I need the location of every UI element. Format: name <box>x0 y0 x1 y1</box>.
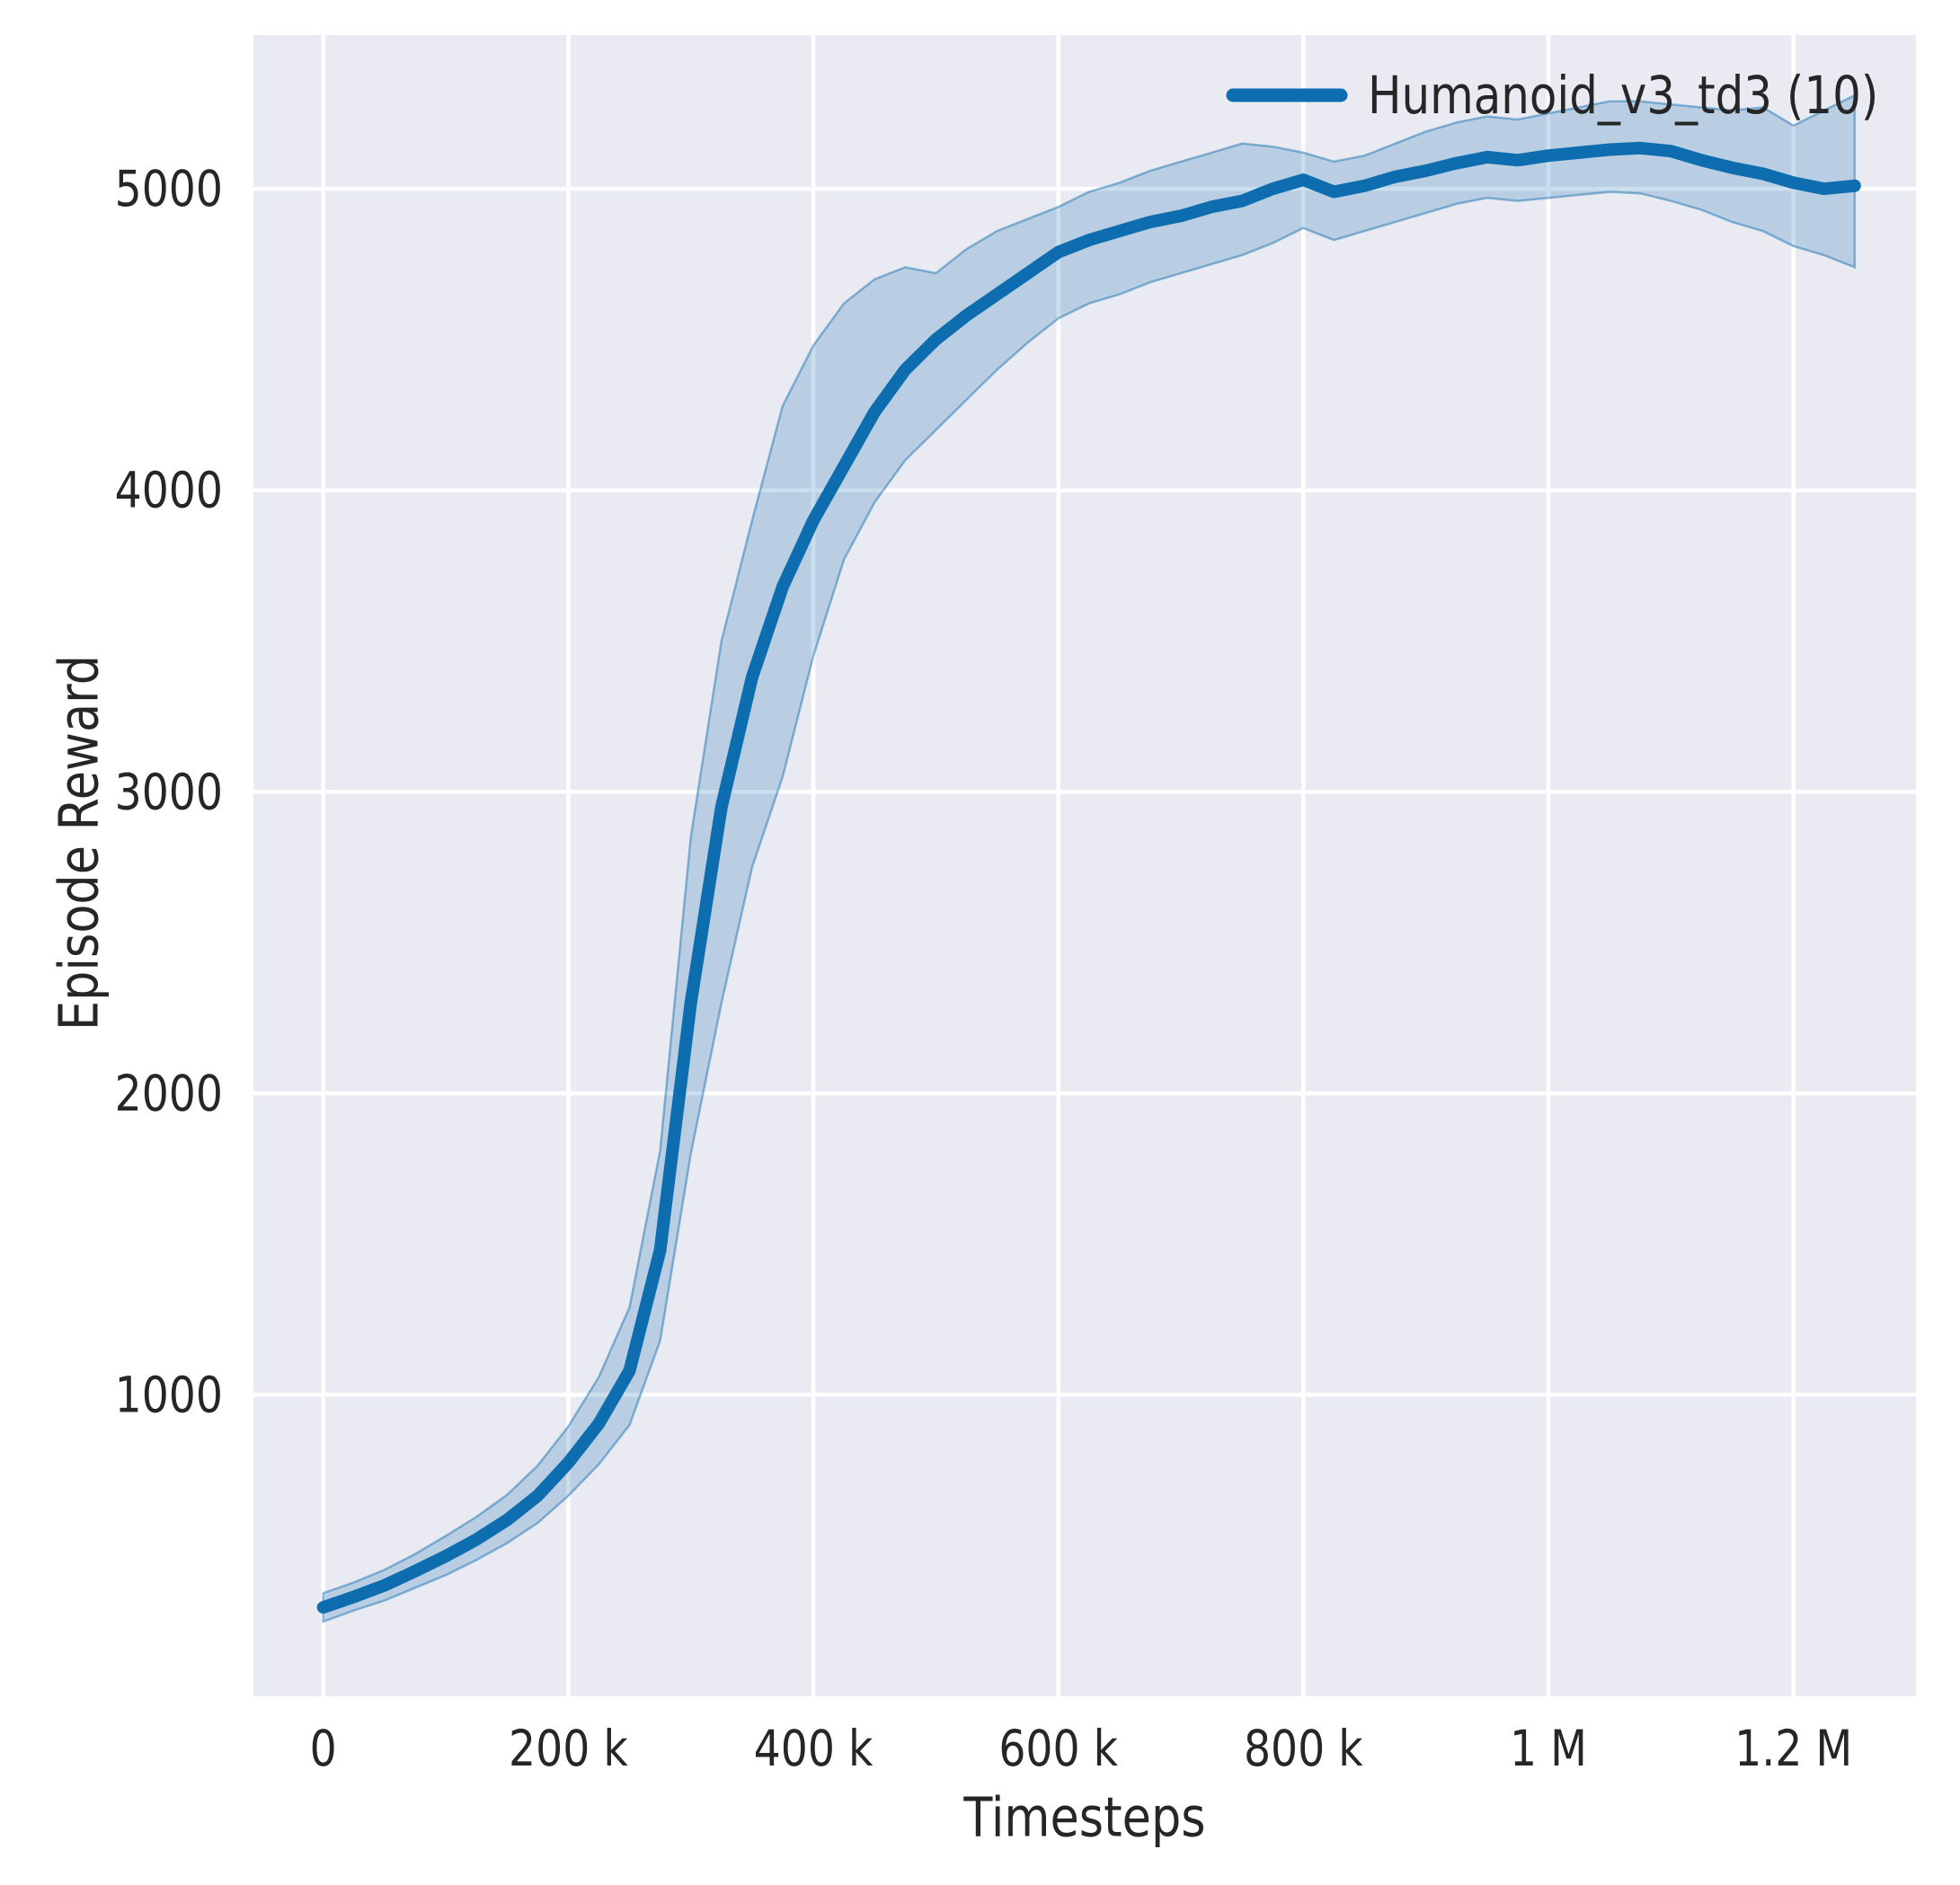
x-axis-label: Timesteps <box>963 1786 1206 1850</box>
x-tick-label: 1 M <box>1510 1720 1587 1777</box>
y-tick-label: 5000 <box>115 160 223 217</box>
gridlines <box>253 35 1916 1696</box>
x-tick-label: 1.2 M <box>1734 1720 1852 1777</box>
x-tick-label: 200 k <box>509 1720 628 1777</box>
y-tick-label: 2000 <box>115 1065 223 1122</box>
confidence-band <box>322 93 1857 1624</box>
x-tick-label: 400 k <box>754 1720 874 1777</box>
x-tick-label: 800 k <box>1244 1720 1363 1777</box>
legend: Humanoid_v3_td3 (10) <box>1226 65 1878 126</box>
y-tick-label: 3000 <box>115 763 223 820</box>
data-layer <box>316 93 1861 1624</box>
y-tick-label: 4000 <box>115 462 223 519</box>
y-axis-label: Episode Reward <box>48 655 111 1031</box>
mean-line <box>316 141 1861 1614</box>
legend-label: Humanoid_v3_td3 (10) <box>1368 65 1878 126</box>
x-axis-ticks: 0 200 k 400 k 600 k 800 k 1 M 1.2 M <box>310 1720 1853 1777</box>
x-tick-label: 0 <box>310 1720 337 1777</box>
y-axis-ticks: 1000 2000 3000 4000 5000 <box>115 160 223 1423</box>
x-tick-label: 600 k <box>998 1720 1118 1777</box>
y-tick-label: 1000 <box>115 1366 223 1423</box>
plot-area <box>253 35 1916 1696</box>
